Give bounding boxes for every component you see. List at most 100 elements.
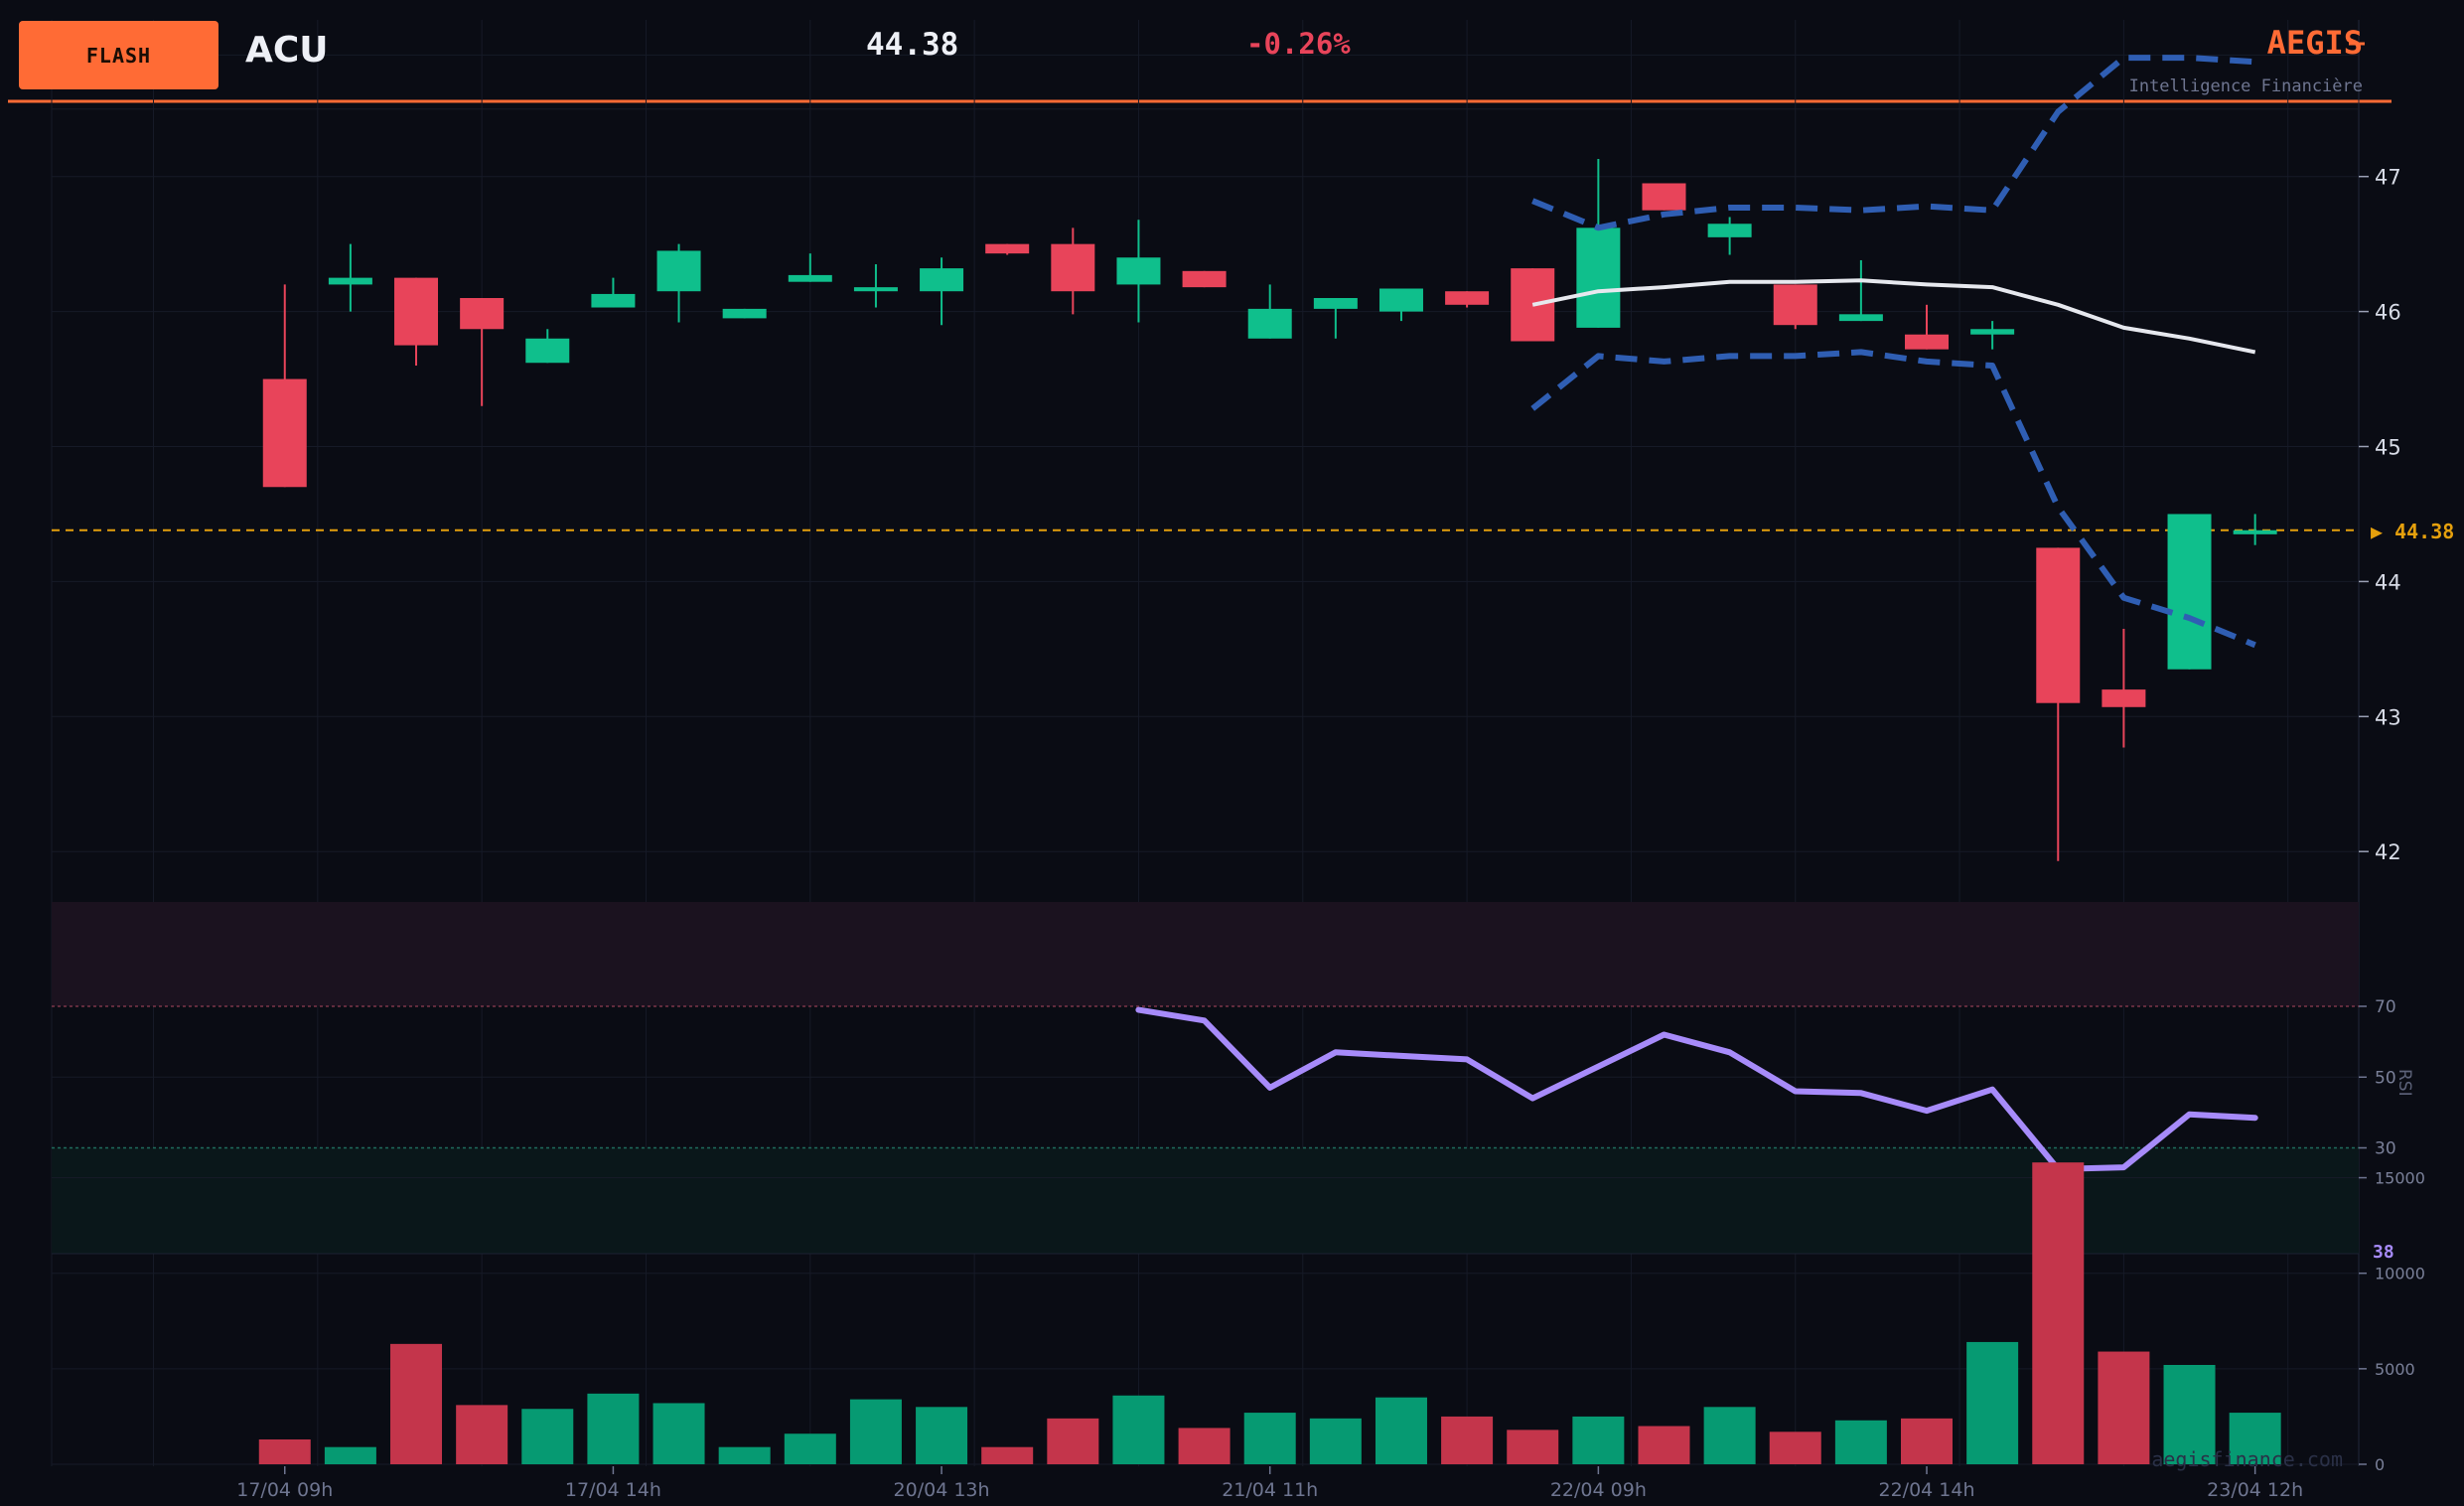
- x-tick-label: 23/04 12h: [2207, 1479, 2303, 1501]
- volume-bar: [981, 1446, 1034, 1464]
- volume-bar: [1572, 1416, 1625, 1464]
- candles: [262, 159, 2277, 861]
- volume-bar: [1047, 1418, 1099, 1464]
- volume-bar: [1901, 1418, 1954, 1464]
- price-tick-label: 42: [2375, 840, 2401, 864]
- candle-body: [788, 274, 832, 282]
- candle-body: [1838, 314, 1883, 322]
- candle-body: [853, 287, 898, 292]
- brand-logo: AEGIS: [2266, 24, 2363, 62]
- bollinger-lower-line: [1530, 349, 2256, 649]
- volume-bar: [1243, 1413, 1296, 1464]
- volume-tick-label: 15000: [2375, 1169, 2425, 1188]
- volume-bar: [849, 1399, 902, 1464]
- candle-body: [460, 298, 505, 330]
- candle-body: [1773, 284, 1817, 326]
- candle-body: [1642, 183, 1686, 211]
- bollinger-upper-line: [1531, 55, 2255, 231]
- rsi-tick-label: 70: [2375, 997, 2396, 1017]
- candle-body: [2167, 514, 2212, 670]
- volume-bar: [2229, 1413, 2281, 1464]
- flash-badge: FLASH: [19, 21, 218, 89]
- current-price: 44.38: [866, 27, 959, 63]
- rsi-last-value: 38: [2373, 1242, 2394, 1263]
- candle-body: [985, 243, 1030, 254]
- volume-bars: [258, 1162, 2281, 1464]
- x-tick-label: 17/04 09h: [236, 1479, 333, 1501]
- candle-body: [1378, 288, 1423, 312]
- candle-body: [920, 268, 964, 292]
- candle-body: [1247, 308, 1292, 339]
- rsi-tick-label: 50: [2375, 1068, 2396, 1088]
- volume-bar: [2032, 1162, 2085, 1464]
- volume-bar: [1966, 1341, 2019, 1464]
- price-tick-label: 46: [2375, 301, 2401, 325]
- candle-body: [591, 293, 636, 308]
- rsi-oversold-zone: [52, 1147, 2359, 1254]
- volume-bar: [2098, 1351, 2150, 1464]
- volume-bar: [1769, 1431, 1821, 1464]
- candle-body: [656, 250, 701, 292]
- candle-body: [1445, 291, 1490, 305]
- candle-body: [1051, 243, 1095, 292]
- ticker-symbol: ACU: [245, 30, 329, 71]
- candle-body: [1116, 257, 1161, 285]
- candle-body: [1905, 334, 1950, 350]
- volume-tick-label: 0: [2375, 1455, 2385, 1474]
- candle-body: [1313, 298, 1358, 309]
- volume-bar: [784, 1433, 836, 1464]
- price-tick-label: 45: [2375, 436, 2401, 460]
- volume-bar: [390, 1343, 443, 1464]
- volume-bar: [456, 1405, 508, 1464]
- price-tick-label: 44: [2375, 570, 2401, 594]
- brand-tagline: Intelligence Financière: [2128, 76, 2363, 96]
- volume-bar: [916, 1407, 968, 1464]
- candle-body: [1576, 227, 1621, 328]
- volume-bar: [324, 1446, 376, 1464]
- watermark: aegisfinance.com: [2151, 1447, 2343, 1471]
- volume-bar: [1375, 1397, 1427, 1464]
- price-tick-label: 43: [2375, 705, 2401, 729]
- volume-tick-label: 10000: [2375, 1265, 2425, 1283]
- volume-bar: [587, 1393, 640, 1464]
- candle-body: [2233, 529, 2277, 534]
- volume-bar: [1703, 1407, 1756, 1464]
- volume-bar: [652, 1403, 705, 1464]
- candle-body: [1707, 224, 1752, 237]
- rsi-line: [1135, 1006, 2258, 1172]
- volume-bar: [2163, 1365, 2216, 1464]
- x-tick-label: 20/04 13h: [894, 1479, 990, 1501]
- candle-body: [262, 378, 307, 488]
- volume-bar: [1112, 1395, 1165, 1464]
- rsi-overbought-zone: [52, 902, 2359, 1006]
- price-tick-label: 47: [2375, 166, 2401, 190]
- volume-bar: [258, 1439, 311, 1464]
- volume-bar: [521, 1409, 574, 1464]
- candle-body: [1182, 270, 1227, 288]
- rsi-axis-label: RSI: [2394, 1069, 2414, 1097]
- x-tick-label: 17/04 14h: [565, 1479, 661, 1501]
- price-change: -0.26%: [1246, 27, 1351, 61]
- volume-bar: [718, 1446, 771, 1464]
- sma-line: [1531, 278, 2256, 355]
- volume-bar: [1507, 1430, 1559, 1464]
- x-tick-label: 22/04 09h: [1550, 1479, 1647, 1501]
- x-tick-label: 22/04 14h: [1879, 1479, 1975, 1501]
- last-price-label: ▶ 44.38: [2371, 520, 2454, 543]
- volume-bar: [1309, 1418, 1362, 1464]
- candle-body: [722, 308, 767, 319]
- volume-bar: [1638, 1426, 1690, 1464]
- volume-bar: [1441, 1416, 1494, 1464]
- x-tick-label: 21/04 11h: [1222, 1479, 1318, 1501]
- rsi-tick-label: 30: [2375, 1139, 2396, 1159]
- candle-body: [394, 277, 439, 346]
- volume-tick-label: 5000: [2375, 1360, 2415, 1379]
- candle-body: [2102, 689, 2146, 707]
- volume-bar: [1834, 1420, 1887, 1464]
- candle-body: [2036, 547, 2081, 703]
- candle-body: [1970, 329, 2015, 335]
- volume-bar: [1178, 1428, 1231, 1464]
- candle-body: [328, 277, 372, 285]
